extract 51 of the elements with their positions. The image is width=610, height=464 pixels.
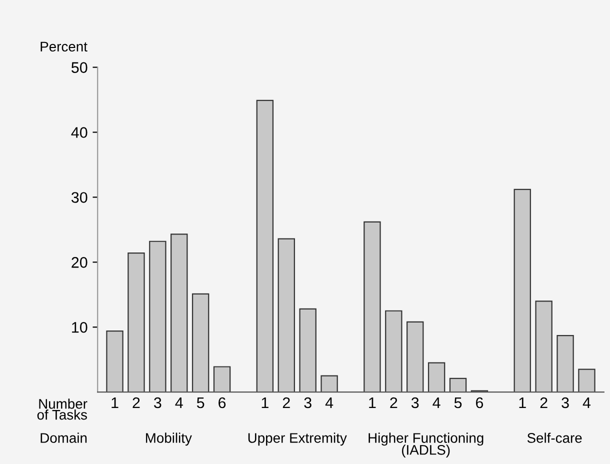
y-tick-label: 50 xyxy=(71,62,88,73)
bar xyxy=(514,188,531,392)
x-tick-label: 5 xyxy=(196,398,204,408)
x-tick-label: 3 xyxy=(562,397,569,408)
text: Number of Tasks xyxy=(37,398,88,420)
x-tick-label: 5 xyxy=(454,398,462,408)
bar xyxy=(578,368,596,392)
y-axis-title: Percent xyxy=(40,42,88,52)
text: Upper Extremity xyxy=(248,432,347,446)
text: Mobility xyxy=(146,432,192,446)
bar xyxy=(535,300,552,392)
bar xyxy=(149,240,166,392)
bar xyxy=(170,234,188,392)
bar xyxy=(299,308,316,392)
x-tick-label: 2 xyxy=(540,397,548,408)
text: Domain xyxy=(40,432,87,443)
x-tick-label: 3 xyxy=(304,397,312,408)
x-tick-label: 4 xyxy=(582,398,591,408)
bar xyxy=(406,321,424,392)
x-tick-label: 2 xyxy=(282,397,290,408)
y-tick-label: 20 xyxy=(72,257,88,268)
bar xyxy=(449,378,467,392)
x-tick-label: 6 xyxy=(218,397,226,408)
x-tick-label: 2 xyxy=(132,397,140,408)
x-tick-label: 4 xyxy=(175,398,183,408)
bar xyxy=(364,221,381,392)
x-tick-label: 2 xyxy=(390,397,398,408)
x-tick-label: 1 xyxy=(262,398,268,408)
bar xyxy=(106,330,124,392)
bar xyxy=(428,362,446,392)
x-tick-label: 4 xyxy=(325,398,334,408)
bar xyxy=(213,366,231,392)
bar xyxy=(320,375,338,392)
x-tick-label: 1 xyxy=(112,398,118,408)
x-tick-label: 1 xyxy=(519,398,526,408)
x-tick-label: 6 xyxy=(476,397,484,408)
y-tick-label: 30 xyxy=(71,192,88,203)
y-tick-label: 40 xyxy=(71,127,88,138)
bar xyxy=(256,100,274,392)
bar xyxy=(128,252,145,392)
x-tick-label: 1 xyxy=(369,398,376,408)
bar xyxy=(556,335,574,392)
text: Self-care xyxy=(527,432,582,443)
bar xyxy=(192,293,210,392)
x-tick-label: 4 xyxy=(432,398,440,408)
x-tick-label: 3 xyxy=(154,397,162,408)
x-tick-label: 3 xyxy=(411,397,419,408)
y-tick-label: 10 xyxy=(72,322,88,333)
text: Higher Functioning (IADLS) xyxy=(368,432,484,458)
bar xyxy=(385,310,402,392)
bar xyxy=(278,238,295,392)
